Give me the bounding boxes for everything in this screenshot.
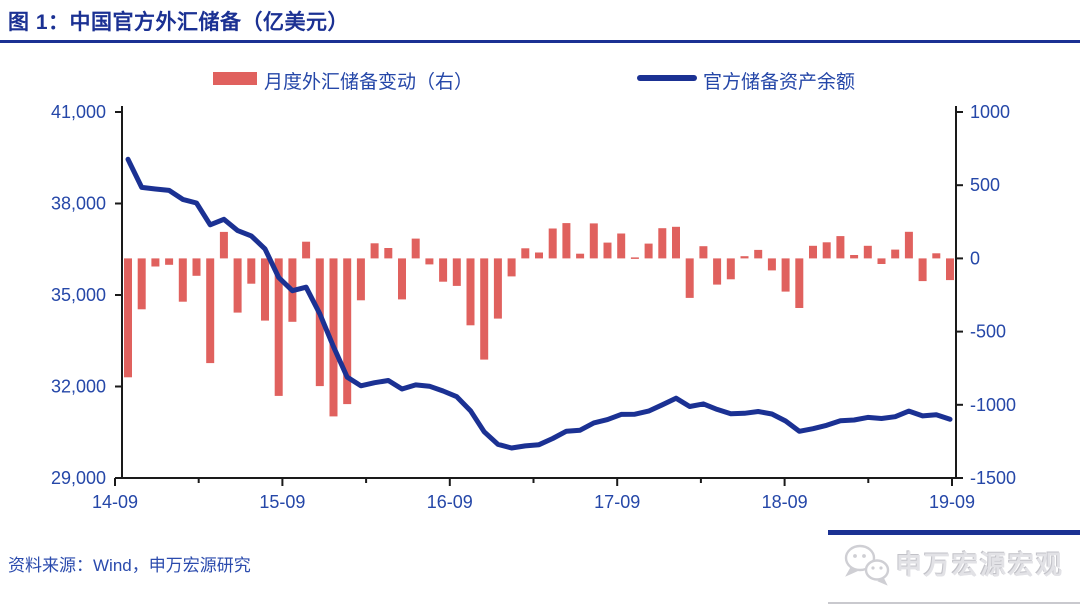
bar-15-04 (219, 231, 228, 259)
bar-19-06 (904, 231, 913, 259)
bar-17-10 (630, 257, 639, 259)
bar-16-12 (493, 258, 502, 319)
bar-16-01 (343, 258, 352, 405)
bar-18-07 (754, 249, 763, 259)
bar-19-03 (863, 245, 872, 259)
bar-17-12 (658, 228, 667, 259)
bar-18-03 (699, 246, 708, 259)
bar-16-08 (439, 258, 448, 282)
legend-bar-label: 月度外汇储备变动（右） (264, 72, 474, 93)
bar-14-10 (137, 258, 146, 310)
bar-18-12 (822, 242, 831, 259)
x-axis-label: 19-09 (929, 492, 975, 512)
bar-17-05 (562, 223, 571, 259)
bar-18-10 (795, 258, 804, 308)
bar-18-02 (685, 258, 694, 298)
bar-14-12 (165, 258, 174, 265)
right-axis-label: 0 (970, 248, 980, 268)
bar-15-11 (315, 258, 324, 387)
x-axis-label: 17-09 (594, 492, 640, 512)
logo-bottom-line (828, 602, 1080, 604)
chart-title: 图 1：中国官方外汇储备（亿美元） (8, 11, 350, 34)
bar-17-11 (644, 243, 653, 259)
bar-14-11 (151, 258, 160, 267)
wechat-icon (840, 541, 892, 594)
x-axis-label: 18-09 (762, 492, 808, 512)
bar-19-09 (946, 258, 954, 281)
bar-17-07 (589, 223, 598, 259)
bar-15-02 (192, 258, 201, 276)
right-axis-label: 500 (970, 175, 1000, 195)
left-axis-label: 29,000 (51, 468, 106, 488)
line-reserve-balance (125, 156, 953, 451)
legend-line-swatch (637, 75, 697, 81)
logo-top-bar (828, 530, 1080, 535)
bar-15-06 (247, 258, 256, 284)
bar-17-08 (603, 242, 612, 259)
logo-block: 申万宏源宏观 (828, 528, 1080, 606)
bar-16-03 (370, 243, 379, 259)
right-axis-label: -500 (970, 322, 1006, 342)
bar-18-06 (740, 256, 749, 259)
x-axis-label: 16-09 (427, 492, 473, 512)
bar-16-09 (452, 258, 461, 286)
x-axis-label: 14-09 (92, 492, 138, 512)
x-axis-label: 15-09 (259, 492, 305, 512)
bar-19-08 (932, 253, 941, 259)
bar-19-07 (918, 258, 927, 282)
bar-18-09 (781, 258, 790, 292)
bar-16-02 (356, 258, 365, 301)
bar-14-09 (124, 258, 132, 378)
legend-line-label: 官方储备资产余额 (703, 72, 856, 93)
bar-15-05 (233, 258, 242, 313)
left-axis-label: 41,000 (51, 102, 106, 122)
bar-16-06 (411, 238, 420, 259)
bar-15-10 (302, 241, 311, 259)
bar-15-12 (329, 258, 338, 417)
left-axis-label: 35,000 (51, 285, 106, 305)
left-axis-label: 32,000 (51, 377, 106, 397)
bar-19-01 (836, 236, 845, 259)
right-axis-label: 1000 (970, 102, 1010, 122)
bar-15-08 (274, 258, 283, 396)
bar-16-10 (466, 258, 475, 326)
bar-18-01 (672, 226, 680, 259)
bar-19-02 (850, 255, 859, 259)
legend-bar-swatch (213, 72, 257, 85)
bar-19-04 (877, 258, 886, 264)
bar-16-04 (384, 248, 393, 259)
bar-15-07 (261, 258, 269, 321)
title-underline (0, 40, 1080, 43)
bar-15-03 (206, 258, 215, 364)
logo-text: 申万宏源宏观 (896, 550, 1065, 580)
bar-18-08 (767, 258, 776, 271)
bar-16-07 (425, 258, 434, 265)
left-axis-label: 38,000 (51, 194, 106, 214)
bar-17-03 (535, 252, 543, 259)
bar-17-09 (617, 233, 626, 259)
bar-17-06 (576, 253, 585, 259)
bar-17-04 (548, 228, 557, 259)
bar-17-02 (521, 248, 530, 259)
bar-15-01 (178, 258, 187, 302)
right-axis-label: -1000 (970, 395, 1016, 415)
bar-18-04 (713, 258, 722, 285)
bar-16-11 (480, 258, 489, 360)
source-note: 资料来源：Wind，申万宏源研究 (8, 556, 251, 575)
right-axis-label: -1500 (970, 468, 1016, 488)
bar-17-01 (507, 258, 516, 277)
bar-18-05 (726, 258, 735, 280)
bar-18-11 (809, 245, 817, 259)
bar-19-05 (891, 249, 900, 259)
bar-16-05 (398, 258, 406, 300)
